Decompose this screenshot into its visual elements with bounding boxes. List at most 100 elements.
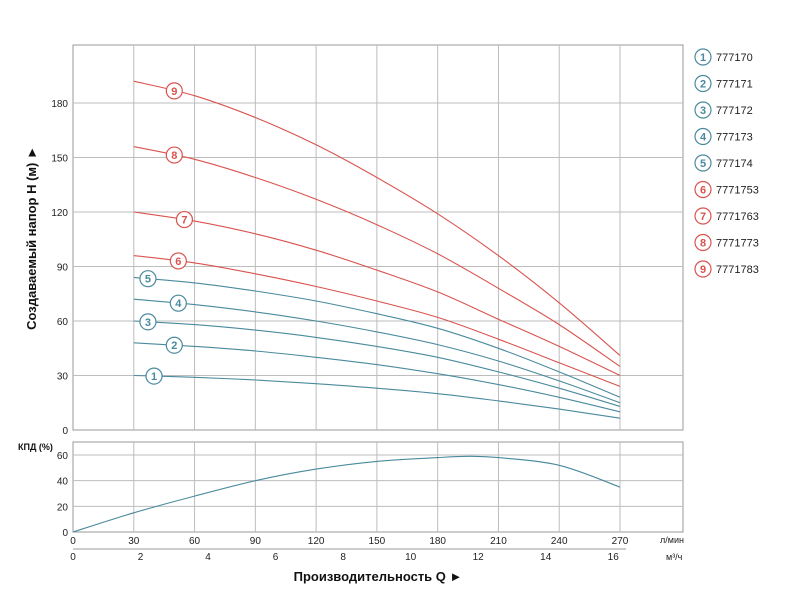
legend-marker-circle — [694, 260, 712, 278]
efficiency-chart-y-tick-label: 0 — [62, 528, 68, 539]
head-curve-7771783 — [133, 80, 621, 356]
legend-marker-circle — [694, 233, 712, 252]
x-axis-tick-lpm: 240 — [551, 536, 568, 547]
curve-marker-label: 8 — [171, 150, 177, 162]
head-curve-777174 — [133, 276, 621, 398]
legend-marker-circle — [694, 180, 712, 199]
head-chart-grid — [72, 44, 684, 431]
head-curve-777172 — [133, 320, 621, 407]
curve-marker-label: 6 — [175, 256, 181, 268]
x-axis-tick-lpm: 180 — [429, 536, 446, 547]
legend-marker-label: 6 — [700, 185, 706, 197]
legend-item-2: 2 777171 — [694, 74, 753, 93]
legend-item-label: 777174 — [716, 158, 753, 170]
head-chart-y-tick-label: 120 — [51, 208, 68, 219]
legend-marker-circle — [694, 74, 712, 93]
efficiency-chart-ticks: 0 20 40 60 0 30 60 90 120 150 180 210 240 270 0 2 4 6 8 10 1… — [57, 451, 629, 563]
efficiency-chart-series — [72, 455, 621, 533]
efficiency-chart-y-tick-label: 40 — [57, 477, 69, 488]
legend-marker-label: 9 — [700, 264, 706, 276]
x-axis-tick-m3h: 8 — [340, 552, 346, 563]
x-axis-tick-lpm: 270 — [612, 536, 629, 547]
head-curve-7771763 — [133, 211, 621, 376]
x-axis-unit-lpm: л/мин — [660, 535, 684, 545]
head-curve-7771753 — [133, 255, 621, 387]
efficiency-chart-grid — [72, 441, 684, 533]
legend-item-4: 4 777173 — [694, 127, 753, 146]
legend-marker-label: 1 — [700, 52, 706, 64]
curve-marker-9: 9 — [165, 82, 183, 100]
legend-marker-circle — [694, 101, 712, 119]
x-axis-tick-lpm: 120 — [308, 536, 325, 547]
curve-marker-4: 4 — [169, 294, 187, 312]
efficiency-chart-y-tick-label: 60 — [57, 451, 69, 462]
head-chart-y-tick-label: 90 — [57, 263, 69, 274]
curve-marker-circle — [139, 313, 157, 331]
efficiency-chart-y-tick-label: 20 — [57, 502, 69, 513]
head-chart-y-ticks: 0 30 60 90 120 150 180 — [51, 99, 68, 437]
legend-marker-label: 7 — [700, 211, 706, 223]
legend-item-3: 3 777172 — [694, 101, 753, 119]
x-axis-tick-lpm: 60 — [189, 536, 201, 547]
curve-marker-label: 7 — [181, 215, 187, 227]
curve-marker-circle — [165, 82, 183, 100]
curve-marker-6: 6 — [169, 252, 187, 270]
legend-item-label: 7771783 — [716, 264, 759, 276]
curve-marker-label: 2 — [171, 340, 177, 352]
curve-marker-8: 8 — [165, 146, 183, 164]
curve-marker-label: 3 — [145, 317, 151, 329]
efficiency-curve — [72, 455, 621, 533]
curve-marker-3: 3 — [139, 313, 157, 331]
x-axis-tick-m3h: 4 — [205, 552, 211, 563]
head-chart-curve-markers: 1 2 3 4 5 6 7 8 9 — [139, 82, 194, 385]
curve-marker-7: 7 — [175, 210, 194, 229]
legend-marker-label: 8 — [700, 238, 706, 250]
curve-marker-circle — [175, 210, 194, 229]
legend-item-label: 7771753 — [716, 185, 759, 197]
x-axis-tick-m3h: 6 — [273, 552, 279, 563]
x-axis-tick-m3h: 12 — [473, 552, 485, 563]
legend-item-label: 7771773 — [716, 238, 759, 250]
legend-marker-circle — [694, 207, 712, 225]
head-chart-frame — [72, 44, 684, 431]
x-axis-tick-m3h: 14 — [540, 552, 552, 563]
efficiency-chart-y-axis-title: КПД (%) — [18, 442, 53, 452]
legend-item-1: 1 777170 — [694, 48, 753, 66]
legend-item-7: 7 7771763 — [694, 207, 759, 225]
curve-marker-circle — [169, 294, 187, 312]
head-curve-777170 — [133, 374, 621, 419]
head-chart-y-tick-label: 30 — [57, 372, 69, 383]
curve-marker-label: 9 — [171, 86, 177, 98]
head-chart-series — [133, 80, 621, 419]
curve-marker-label: 1 — [151, 371, 157, 383]
x-axis-tick-lpm: 30 — [128, 536, 140, 547]
legend-marker-label: 3 — [700, 105, 706, 117]
legend-marker-label: 5 — [700, 158, 706, 170]
x-axis-tick-m3h: 10 — [405, 552, 417, 563]
x-axis-tick-lpm: 150 — [369, 536, 386, 547]
legend-item-label: 777171 — [716, 79, 753, 91]
legend-marker-label: 2 — [700, 79, 706, 91]
legend-marker-circle — [694, 48, 712, 66]
legend-marker-circle — [694, 127, 712, 146]
curve-marker-circle — [139, 270, 157, 288]
head-chart-y-tick-label: 150 — [51, 154, 68, 165]
x-axis-tick-m3h: 2 — [138, 552, 144, 563]
x-axis-title: Производительность Q ► — [294, 569, 463, 584]
x-axis-tick-lpm: 210 — [490, 536, 507, 547]
x-axis-tick-lpm: 90 — [250, 536, 262, 547]
legend-item-label: 7771763 — [716, 211, 759, 223]
legend-item-9: 9 7771783 — [694, 260, 759, 278]
x-axis-tick-lpm: 0 — [70, 536, 76, 547]
head-chart-y-tick-label: 0 — [62, 426, 68, 437]
legend-marker-label: 4 — [700, 132, 707, 144]
legend-item-5: 5 777174 — [694, 154, 753, 172]
x-axis-tick-m3h: 16 — [608, 552, 620, 563]
x-axis-tick-m3h: 0 — [70, 552, 76, 563]
legend-marker-circle — [694, 154, 712, 172]
head-curve-777173 — [133, 298, 621, 404]
curve-marker-circle — [169, 252, 187, 270]
head-curve-7771773 — [133, 146, 621, 367]
legend-item-label: 777172 — [716, 105, 753, 117]
curve-marker-circle — [145, 367, 163, 385]
